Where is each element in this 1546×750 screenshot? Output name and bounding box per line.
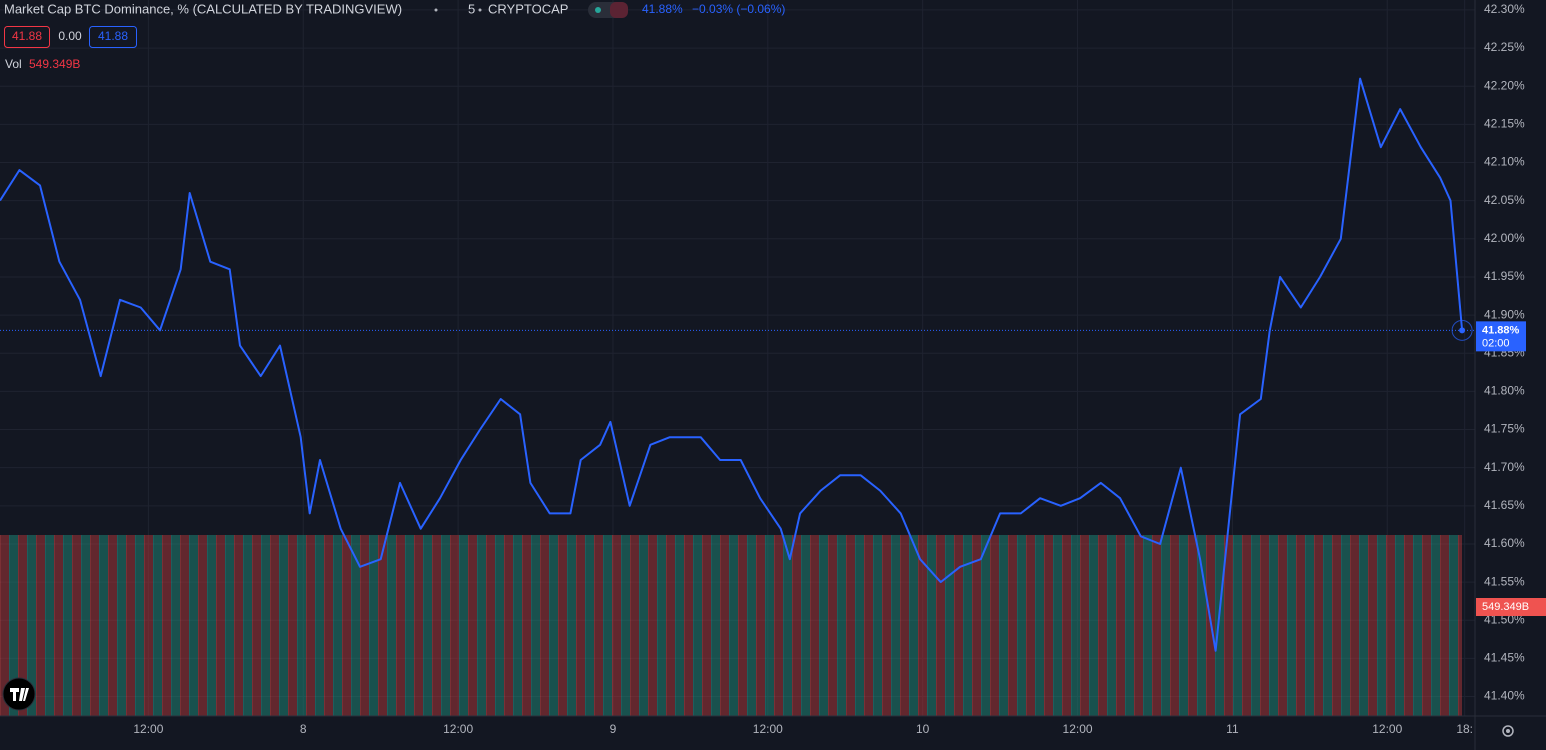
y-tick-label: 42.15% — [1484, 117, 1525, 131]
price-change: −0.03% (−0.06%) — [692, 2, 785, 16]
ohlc-value: 41.88 — [12, 29, 42, 43]
plot — [0, 77, 1475, 652]
y-tick-label: 41.60% — [1484, 536, 1525, 550]
price-badge-value: 41.88% — [1482, 324, 1520, 336]
series-line — [0, 77, 1464, 652]
volume-value: 549.349B — [29, 57, 80, 71]
open-box — [4, 26, 50, 48]
status-flag — [610, 2, 628, 18]
exchange: CRYPTOCAP — [488, 1, 568, 16]
y-tick-label: 42.05% — [1484, 193, 1525, 207]
x-tick-label: 12:00 — [133, 722, 163, 736]
y-tick-label: 41.65% — [1484, 498, 1525, 512]
logo[interactable] — [2, 677, 36, 711]
axis: 42.30% 42.25% 42.20% 42.15% 42.10% 42.05% 42.0… — [133, 2, 1546, 736]
x-tick-label: 9 — [610, 722, 617, 736]
y-tick-label: 41.90% — [1484, 307, 1525, 321]
x-tick-label: 10 — [916, 722, 930, 736]
separator — [478, 8, 482, 12]
y-tick-label: 42.10% — [1484, 155, 1525, 169]
y-tick-label: 42.25% — [1484, 40, 1525, 54]
price-badge — [1476, 321, 1526, 352]
volume-badge-value: 549.349B — [1482, 601, 1529, 613]
price-badge-time: 02:00 — [1482, 337, 1510, 349]
last-point-halo — [1451, 319, 1473, 341]
last-price: 41.88% — [642, 2, 683, 16]
x-tick-label: 8 — [300, 722, 307, 736]
volume-badge — [1476, 598, 1546, 616]
separator — [434, 8, 438, 12]
y-tick-label: 41.55% — [1484, 574, 1525, 588]
y-tick-label: 41.70% — [1484, 460, 1525, 474]
last-point — [1459, 327, 1466, 334]
status-dot — [595, 7, 601, 13]
ohlc-value: 41.88 — [98, 29, 128, 43]
y-tick-label: 41.75% — [1484, 422, 1525, 436]
chart-title: Market Cap BTC Dominance, % (CALCULATED … — [4, 1, 402, 16]
volume-bars — [0, 535, 1462, 716]
close-box — [89, 26, 137, 48]
x-tick-label: 12:00 — [1372, 722, 1402, 736]
x-tick-label: 11 — [1226, 722, 1239, 736]
x-tick-label: 12:00 — [443, 722, 473, 736]
interval: 5 — [468, 1, 475, 16]
settings-icon-core — [1506, 729, 1510, 733]
ohlc-value: 0.00 — [58, 29, 82, 43]
logo-mark — [10, 688, 29, 701]
y-tick-label: 42.20% — [1484, 78, 1525, 92]
y-tick-label: 42.00% — [1484, 231, 1525, 245]
y-tick-label: 42.30% — [1484, 2, 1525, 16]
y-tick-label: 41.40% — [1484, 689, 1525, 703]
x-tick-label: 18: — [1456, 722, 1473, 736]
x-tick-label: 12:00 — [753, 722, 783, 736]
x-tick-label: 12:00 — [1063, 722, 1093, 736]
y-tick-label: 41.80% — [1484, 384, 1525, 398]
settings-icon[interactable] — [1502, 725, 1514, 737]
y-tick-label: 41.95% — [1484, 269, 1525, 283]
volume-label: Vol — [5, 57, 22, 71]
y-tick-label: 41.45% — [1484, 651, 1525, 665]
